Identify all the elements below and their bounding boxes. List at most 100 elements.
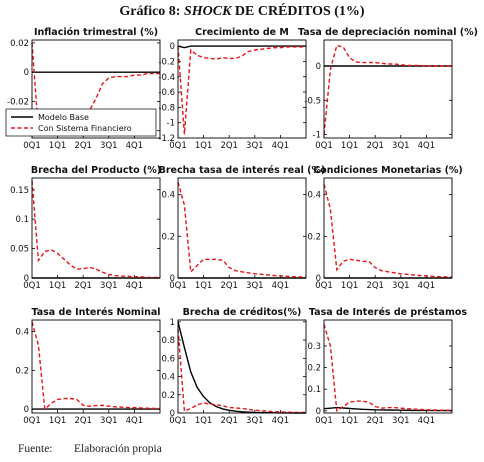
x-tick-label: 4Q1 bbox=[418, 141, 436, 151]
x-tick-label: 1Q1 bbox=[195, 416, 213, 426]
y-tick-label: 0.1 bbox=[307, 385, 321, 395]
x-tick-label: 2Q1 bbox=[74, 416, 92, 426]
x-tick-label: 2Q1 bbox=[366, 141, 384, 151]
figure-title-suffix: DE CRÉDITOS (1%) bbox=[231, 4, 365, 19]
x-tick-label: 2Q1 bbox=[74, 281, 92, 291]
x-tick-label: 0Q1 bbox=[315, 281, 333, 291]
x-tick-label: 3Q1 bbox=[100, 281, 118, 291]
series-line-con-sistema-financiero bbox=[323, 324, 453, 413]
x-tick-label: 4Q1 bbox=[418, 416, 436, 426]
figure-title-emph: SHOCK bbox=[183, 4, 232, 19]
y-tick-label: 0.2 bbox=[307, 232, 321, 242]
y-tick-label: 1 bbox=[170, 318, 175, 328]
x-tick-label: 0Q1 bbox=[23, 281, 41, 291]
y-tick-label: 0.02 bbox=[10, 39, 29, 49]
series-line-con-sistema-financiero bbox=[177, 182, 307, 278]
plot-frame bbox=[323, 177, 453, 279]
y-tick-label: -0.5 bbox=[304, 96, 321, 106]
x-tick-label: 2Q1 bbox=[220, 141, 238, 151]
x-tick-label: 0Q1 bbox=[169, 416, 187, 426]
chart-panel-2: Crecimiento de M 0 -0.2 -0.4 -0.6 -0.8 -1 -1.20… bbox=[158, 27, 307, 151]
x-tick-label: 1Q1 bbox=[49, 281, 67, 291]
y-tick-label: 0.4 bbox=[161, 191, 175, 201]
x-tick-label: 4Q1 bbox=[126, 416, 144, 426]
y-tick-label: 0.4 bbox=[161, 373, 175, 383]
series-line-con-sistema-financiero bbox=[31, 42, 160, 133]
y-tick-label: -0.2 bbox=[158, 57, 175, 67]
y-tick-label: -0.4 bbox=[158, 73, 175, 83]
y-tick-label: 0 bbox=[24, 274, 29, 284]
chart-panel-5: Brecha tasa de interés real (%)0.40.200Q… bbox=[159, 165, 326, 291]
y-tick-label: -1 bbox=[313, 131, 321, 141]
x-tick-label: 0Q1 bbox=[23, 141, 41, 151]
x-tick-label: 3Q1 bbox=[246, 416, 264, 426]
panel-title: Crecimiento de M bbox=[195, 27, 289, 38]
y-tick-label: -1.2 bbox=[158, 134, 175, 144]
x-tick-label: 4Q1 bbox=[272, 416, 290, 426]
y-tick-label: 0.2 bbox=[307, 364, 321, 374]
legend-box bbox=[5, 108, 157, 137]
x-tick-label: 2Q1 bbox=[74, 141, 92, 151]
y-tick-label: 0.15 bbox=[10, 186, 29, 196]
plot-frame bbox=[31, 39, 161, 139]
x-tick-label: 1Q1 bbox=[341, 141, 359, 151]
y-tick-label: 0.05 bbox=[10, 245, 29, 255]
y-tick-label: -0.6 bbox=[158, 88, 175, 98]
chart-panel-9: Tasa de Interés de préstamos 0.3 0.2 0.1 00Q… bbox=[307, 307, 467, 426]
charts-grid: Inflación trimestral (%)0.020-0.02-0.040… bbox=[5, 27, 478, 426]
plot-frame bbox=[177, 319, 307, 414]
y-tick-label: 0 bbox=[316, 62, 321, 72]
panel-title: Tasa de depreciación nominal (%) bbox=[298, 27, 478, 38]
figure-title-prefix: Gráfico 8: bbox=[119, 4, 184, 19]
panel-title: Inflación trimestral (%) bbox=[34, 27, 158, 38]
y-tick-label: 0 bbox=[170, 409, 175, 419]
y-tick-label: 0.4 bbox=[307, 191, 321, 201]
x-tick-label: 4Q1 bbox=[126, 141, 144, 151]
chart-panel-3: Tasa de depreciación nominal (%) 0 -0.5 -10… bbox=[298, 27, 478, 151]
x-tick-label: 1Q1 bbox=[341, 281, 359, 291]
y-tick-label: 0.8 bbox=[161, 336, 175, 346]
x-tick-label: 2Q1 bbox=[366, 281, 384, 291]
panel-title: Brecha de créditos(%) bbox=[183, 307, 302, 318]
y-tick-label: 0 bbox=[316, 407, 321, 417]
x-tick-label: 3Q1 bbox=[392, 141, 410, 151]
x-tick-label: 3Q1 bbox=[392, 416, 410, 426]
series-line-con-sistema-financiero bbox=[177, 46, 306, 135]
plot-frame bbox=[31, 177, 161, 279]
y-tick-label: 0 bbox=[24, 405, 29, 415]
x-tick-label: 0Q1 bbox=[169, 141, 187, 151]
plot-frame bbox=[177, 39, 307, 139]
x-tick-label: 0Q1 bbox=[315, 416, 333, 426]
source-label: Fuente: bbox=[18, 443, 53, 455]
x-tick-label: 3Q1 bbox=[246, 141, 264, 151]
source-note: Fuente: Elaboración propia bbox=[18, 443, 162, 455]
y-tick-label: -1 bbox=[167, 119, 175, 129]
x-tick-label: 4Q1 bbox=[126, 281, 144, 291]
series-line-modelo-base bbox=[323, 406, 452, 412]
source-text: Elaboración propia bbox=[74, 443, 162, 455]
y-tick-label: -0.8 bbox=[158, 103, 175, 113]
x-tick-label: 1Q1 bbox=[49, 416, 67, 426]
x-tick-label: 0Q1 bbox=[23, 416, 41, 426]
series-line-con-sistema-financiero bbox=[323, 44, 452, 135]
plot-frame bbox=[31, 319, 161, 414]
series-line-con-sistema-financiero bbox=[177, 329, 306, 414]
legend-label: Modelo Base bbox=[38, 113, 89, 122]
x-tick-label: 0Q1 bbox=[169, 281, 187, 291]
series-line-con-sistema-financiero bbox=[31, 180, 160, 279]
x-tick-label: 1Q1 bbox=[49, 141, 67, 151]
series-line-con-sistema-financiero bbox=[323, 184, 453, 278]
plot-frame bbox=[323, 39, 453, 139]
panel-title: Brecha del Producto (%) bbox=[31, 165, 161, 176]
y-tick-label: -0.02 bbox=[7, 97, 29, 107]
x-tick-label: 3Q1 bbox=[392, 281, 410, 291]
y-tick-label: 0.2 bbox=[15, 366, 29, 376]
panel-title: Brecha tasa de interés real (%) bbox=[159, 165, 326, 176]
x-tick-label: 3Q1 bbox=[100, 141, 118, 151]
x-tick-label: 2Q1 bbox=[220, 281, 238, 291]
y-tick-label: 0 bbox=[24, 68, 29, 78]
y-tick-label: 0.3 bbox=[307, 342, 321, 352]
